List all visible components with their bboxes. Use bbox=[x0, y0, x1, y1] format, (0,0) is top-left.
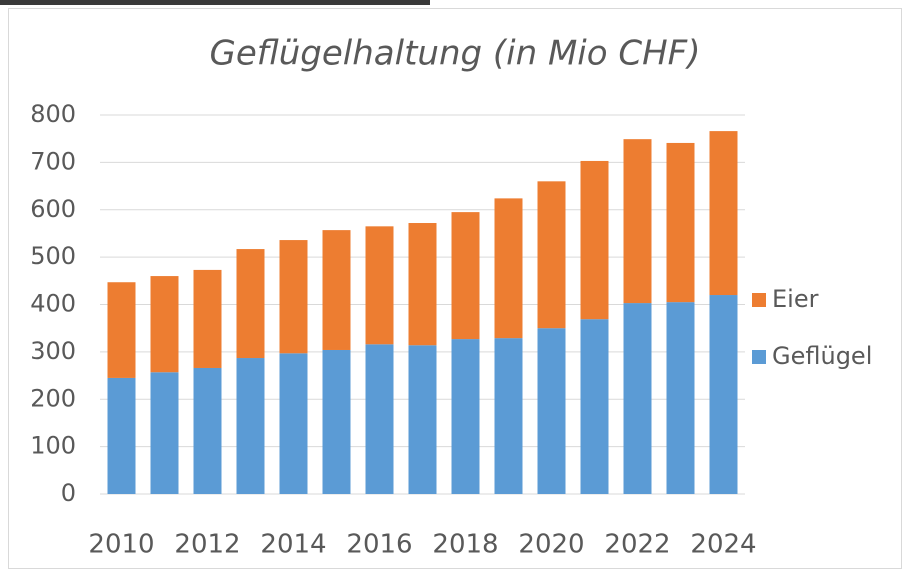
y-tick-label: 400 bbox=[30, 290, 76, 318]
bar-segment bbox=[366, 226, 394, 344]
bar-segment bbox=[280, 240, 308, 353]
bar-segment bbox=[194, 270, 222, 368]
bar-segment bbox=[538, 328, 566, 494]
bar-segment bbox=[538, 181, 566, 328]
x-tick-label: 2010 bbox=[88, 530, 154, 560]
bar-segment bbox=[237, 249, 265, 358]
legend-swatch bbox=[752, 350, 766, 364]
image-strip bbox=[0, 0, 430, 5]
x-tick-label: 2014 bbox=[260, 530, 326, 560]
bar-segment bbox=[581, 161, 609, 319]
bar-segment bbox=[194, 368, 222, 494]
bar-segment bbox=[108, 378, 136, 494]
bar-segment bbox=[151, 276, 179, 372]
legend-swatch bbox=[752, 293, 766, 307]
bar-segment bbox=[108, 282, 136, 378]
bar-segment bbox=[495, 338, 523, 494]
bar-segment bbox=[237, 358, 265, 494]
bar-segment bbox=[667, 143, 695, 302]
chart-title: Geflügelhaltung (in Mio CHF) bbox=[210, 34, 701, 74]
y-tick-label: 0 bbox=[61, 479, 76, 507]
y-tick-label: 300 bbox=[30, 337, 76, 365]
bar-segment bbox=[624, 139, 652, 303]
x-tick-label: 2018 bbox=[432, 530, 498, 560]
bar-segment bbox=[409, 223, 437, 345]
bar-segment bbox=[323, 230, 351, 350]
y-tick-label: 500 bbox=[30, 242, 76, 270]
bar-segment bbox=[323, 350, 351, 494]
bar-segment bbox=[667, 302, 695, 494]
bar-segment bbox=[710, 295, 738, 494]
bar-segment bbox=[452, 339, 480, 494]
bar-segment bbox=[366, 344, 394, 494]
bar-segment bbox=[495, 198, 523, 338]
bar-segment bbox=[452, 212, 480, 339]
x-tick-label: 2022 bbox=[604, 530, 670, 560]
y-tick-label: 100 bbox=[30, 432, 76, 460]
bar-segment bbox=[151, 372, 179, 494]
bar-segment bbox=[581, 319, 609, 494]
y-tick-label: 600 bbox=[30, 195, 76, 223]
x-tick-label: 2020 bbox=[518, 530, 584, 560]
x-tick-label: 2016 bbox=[346, 530, 412, 560]
x-tick-label: 2024 bbox=[690, 530, 756, 560]
y-tick-label: 700 bbox=[30, 147, 76, 175]
chart: Geflügelhaltung (in Mio CHF) 0 100 200 300 4… bbox=[0, 0, 903, 570]
y-tick-label: 800 bbox=[30, 100, 76, 128]
bar-segment bbox=[409, 345, 437, 494]
bar-segment bbox=[624, 303, 652, 494]
y-tick-label: 200 bbox=[30, 384, 76, 412]
bar-segment bbox=[280, 353, 308, 494]
legend-label: Eier bbox=[772, 285, 819, 313]
x-tick-label: 2012 bbox=[174, 530, 240, 560]
bar-segment bbox=[710, 131, 738, 295]
legend-label: Geflügel bbox=[772, 342, 872, 370]
